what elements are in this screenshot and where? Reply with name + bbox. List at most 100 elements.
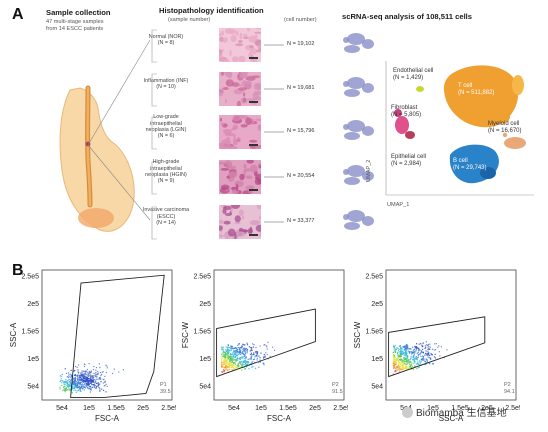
stage-cell-count: N = 15,796 [287, 128, 315, 134]
umap-x-axis-label: UMAP_1 [387, 202, 410, 208]
panel-a-letter: A [12, 6, 24, 23]
flow-event-cloud [59, 363, 124, 394]
gate-polygon [70, 274, 165, 398]
stage-label: Normal (NOR) (N = 8) [148, 33, 184, 46]
cluster-label-epithelial: Epithelial cell (N = 2,984) [391, 154, 427, 167]
x-tick-label: 1e5 [83, 405, 95, 412]
y-tick-label: 1e5 [199, 356, 211, 363]
cluster-label-fibroblast: Fibroblast (N = 5,805) [391, 105, 422, 118]
histology-image [219, 160, 261, 194]
y-tick-label: 2.5e5 [365, 274, 383, 281]
gate-name: P1 [160, 382, 167, 388]
flow-plot-frame [41, 269, 173, 401]
sample-collection-desc-1: 47 multi-stage samples [46, 19, 104, 25]
sample-collection-title: Sample collection [46, 8, 111, 17]
cluster-label-t-cell: T cell (N = 511,882) [458, 83, 495, 96]
stage-label: Inflammation (INF) (N = 10) [143, 77, 189, 90]
histopathology-title: Histopathology identification [159, 6, 264, 15]
gate-name: P2 [332, 382, 339, 388]
sample-collection-desc-2: from 14 ESCC patients [46, 26, 104, 32]
y-tick-label: 2.5e5 [21, 274, 39, 281]
umap-t-cell-cluster [443, 65, 524, 128]
x-tick-label: 2.5e5 [505, 405, 520, 412]
stage-arrow [264, 131, 284, 133]
x-tick-label: 1e5 [255, 405, 267, 412]
cell-number-header: (cell number) [284, 17, 317, 23]
watermark-icon [402, 407, 413, 418]
x-tick-label: 2.5e5 [333, 405, 348, 412]
umap-myeloid-cluster [502, 132, 526, 149]
y-tick-label: 2e5 [27, 301, 39, 308]
y-tick-label: 2e5 [371, 301, 383, 308]
gate-percent: 39.5 [160, 389, 171, 395]
gate-percent: 94.1 [504, 389, 515, 395]
stage-umap-mini [343, 120, 374, 140]
histology-image [219, 205, 261, 239]
flow-plot: 2.5e5 2e5 1.5e5 1e5 5e4 5e4 1e5 1.5e5 2e5 2.5e5 FS… [181, 269, 348, 423]
stage-umap-mini [343, 165, 374, 185]
stage-bracket [151, 161, 157, 195]
umap-y-axis-label: UMAP_2 [366, 159, 372, 182]
flow-plot-frame [385, 269, 517, 401]
y-tick-label: 1.5e5 [21, 329, 39, 336]
stage-umap-mini [343, 77, 374, 97]
x-tick-label: 2e5 [481, 405, 493, 412]
y-tick-label: 2e5 [199, 301, 211, 308]
stage-label: Invasive carcinoma (ESCC) (N = 14) [142, 207, 190, 227]
umap-epithelial-cluster [405, 131, 415, 139]
scrna-title: scRNA-seq analysis of 108,511 cells [342, 12, 473, 21]
cluster-label-b-cell: B cell (N = 29,743) [453, 158, 487, 171]
y-tick-label: 5e4 [199, 384, 211, 391]
y-tick-label: 5e4 [27, 384, 39, 391]
stage-bracket [151, 116, 157, 150]
x-tick-label: 1.5e5 [279, 405, 297, 412]
stage-bracket [151, 29, 157, 63]
x-axis-label: FSC-A [267, 414, 292, 423]
stage-cell-count: N = 20,554 [287, 173, 315, 179]
gate-percent: 91.5 [332, 389, 343, 395]
stage-cell-count: N = 19,102 [287, 41, 315, 47]
x-axis-label: SSC-A [439, 414, 464, 423]
stage-label: High-grade intraepithelial neoplasia (HGIN… [145, 159, 187, 185]
x-tick-label: 2.5e5 [161, 405, 176, 412]
stage-arrow [264, 44, 284, 46]
stage-arrow [264, 221, 284, 223]
cluster-label-myeloid: Myeloid cell (N = 16,670) [488, 121, 522, 134]
histology-image [219, 115, 261, 149]
umap-b-cell-cluster [449, 144, 499, 184]
gate-polygon [216, 308, 316, 378]
stage-arrow [264, 88, 284, 90]
flow-plot: 2.5e52e51.5e51e55e45e41e51.5e52e52.5e5SS… [353, 269, 520, 423]
umap-endothelial-cluster [416, 86, 424, 92]
y-tick-label: 5e4 [371, 384, 383, 391]
stage-label: Low-grade intraepithelial neoplasia (LGIN)… [145, 114, 187, 140]
stage-umap-mini [343, 33, 374, 53]
x-tick-label: 1.5e5 [451, 405, 469, 412]
x-tick-label: 2e5 [137, 405, 149, 412]
stage-cell-count: N = 19,681 [287, 85, 315, 91]
x-axis-label: FSC-A [95, 414, 120, 423]
histopathology-subtitle: (sample number) [168, 17, 211, 23]
umap-fibroblast-cluster [394, 109, 409, 134]
y-tick-label: 2.5e5 [193, 274, 211, 281]
stage-bracket [151, 206, 157, 240]
x-tick-label: 5e4 [56, 405, 68, 412]
x-tick-label: 5e4 [228, 405, 240, 412]
y-axis-label: SSC-W [353, 321, 362, 348]
stage-arrow [264, 176, 284, 178]
y-tick-label: 1.5e5 [193, 329, 211, 336]
x-tick-label: 1.5e5 [107, 405, 125, 412]
y-tick-label: 1.5e5 [365, 329, 383, 336]
stage-cell-count: N = 33,377 [287, 218, 315, 224]
y-tick-label: 1e5 [27, 356, 39, 363]
y-tick-label: 1e5 [371, 356, 383, 363]
gate-polygon [388, 316, 486, 378]
y-axis-label: FSC-W [181, 321, 190, 348]
flow-event-cloud [220, 341, 276, 373]
watermark: Biomamba 生信基地 [402, 404, 507, 419]
flow-plot: 2.5e52e51.5e51e55e45e41e51.5e52e52.5e5SS… [9, 269, 176, 423]
stage-connector-lines [87, 39, 151, 221]
stage-bracket [151, 73, 157, 107]
flow-event-cloud [392, 341, 448, 375]
panel-b-letter: B [12, 262, 24, 279]
